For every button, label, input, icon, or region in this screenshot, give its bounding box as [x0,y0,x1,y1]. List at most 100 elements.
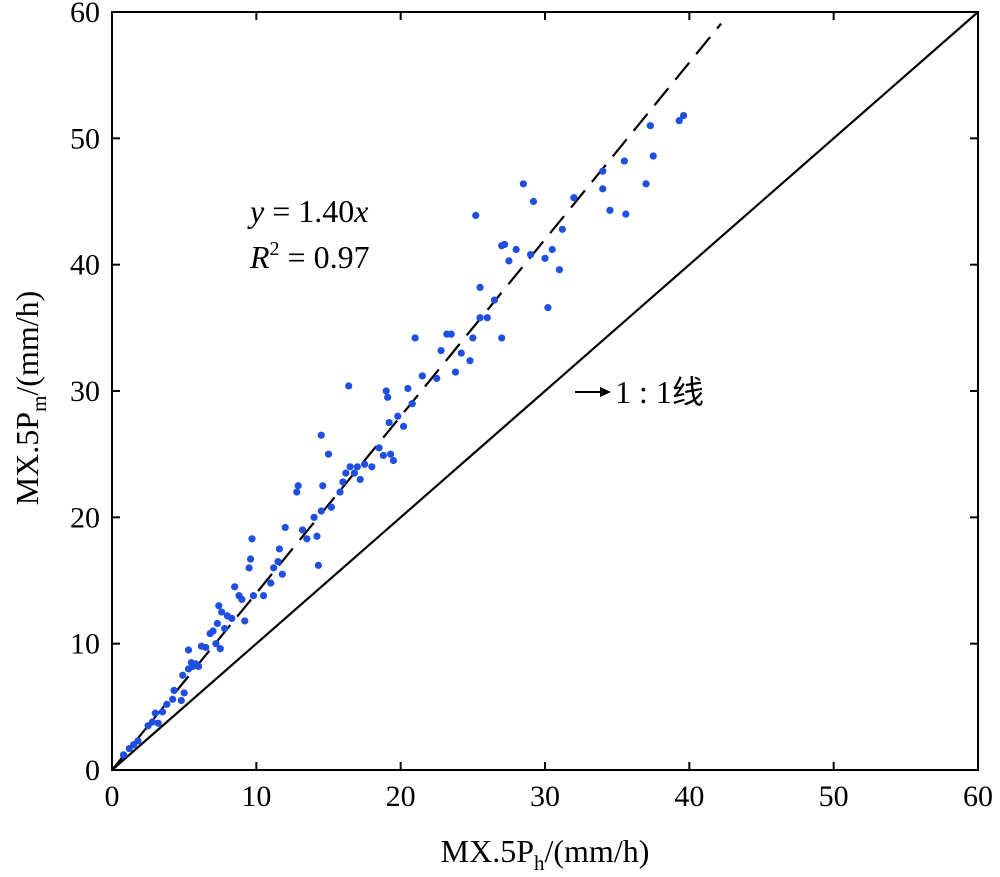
data-point [642,180,650,188]
data-point [384,393,392,401]
data-point [394,412,402,420]
data-point [466,357,474,365]
data-point [179,671,187,679]
data-point [472,211,480,219]
data-point [526,250,535,259]
y-axis-title: MX.5Pm/(mm/h) [9,291,51,506]
data-point [408,400,416,408]
data-point [679,111,688,120]
data-point [469,334,477,342]
data-point [339,478,347,486]
fit-equation: y = 1.40x [247,193,368,229]
fit-line [111,22,722,771]
data-point [317,431,325,439]
data-point [505,257,513,265]
data-point [220,624,229,633]
data-point [151,709,159,717]
data-point [599,185,607,193]
data-point [346,463,354,471]
data-point [215,602,223,610]
data-point [245,564,253,572]
data-point [555,266,564,274]
y-title-main: MX.5P [9,412,45,505]
y-tick-label: 10 [70,628,100,661]
data-point [476,283,484,292]
data-point [606,206,614,214]
data-point [342,469,350,477]
data-point [310,513,318,521]
data-point [248,535,256,543]
data-point [451,368,460,376]
data-point [345,382,353,390]
equation-body: = 1.40 [264,193,354,229]
data-point [500,240,509,249]
data-point [154,719,162,727]
x-tick-label: 30 [530,780,560,813]
data-point [599,167,607,175]
data-point [163,700,171,708]
data-point [209,627,217,635]
data-point [382,387,390,395]
x-tick-label: 10 [241,780,271,813]
data-point [303,535,311,543]
data-point [490,296,499,304]
data-points [119,111,688,759]
one-to-one-label: 1 : 1线 [615,374,704,410]
reference-lines [111,11,979,771]
data-point [385,418,393,427]
data-point [169,695,177,703]
data-point [213,619,221,628]
data-point [275,545,284,553]
data-point [218,608,226,616]
data-point [246,555,255,563]
data-point [293,488,301,496]
identity-line [111,11,979,771]
data-point [298,526,307,534]
data-point [433,374,441,382]
data-point [399,422,408,430]
data-point [360,460,369,468]
x-title-suffix: /(mm/h) [544,833,649,869]
x-tick-label: 60 [963,780,993,813]
data-point [170,686,178,695]
data-point [379,451,387,460]
data-point [249,592,258,600]
y-tick-label: 30 [70,375,100,408]
data-point [267,579,275,587]
data-point [202,643,210,652]
data-point [324,450,333,458]
y-tick-label: 60 [70,0,100,29]
data-point [483,314,491,322]
equation-var-y: y [247,193,265,229]
data-point [294,482,302,490]
r2-value: = 0.97 [280,239,370,275]
data-point [512,245,520,254]
data-point [314,561,322,569]
data-point [231,583,239,591]
data-point [570,194,578,202]
data-point [646,122,654,130]
data-point [241,617,249,625]
x-tick-label: 50 [819,780,849,813]
data-point [675,117,683,125]
data-point [350,469,359,477]
data-point [327,503,335,511]
x-title-sub: h [534,851,545,875]
y-title-suffix: /(mm/h) [9,291,45,396]
y-tick-label: 50 [70,122,100,155]
data-point [336,488,344,496]
axis-ticks: 0 10 20 30 40 50 60 0 10 20 30 40 50 60 [70,0,993,813]
data-point [356,475,364,484]
data-point [541,254,549,262]
data-point [216,645,224,653]
data-point [134,737,142,745]
data-point [278,570,286,578]
equation-var-x: x [353,193,368,229]
data-point [529,197,538,206]
data-point [418,372,426,380]
data-point [368,463,376,471]
data-point [411,334,419,342]
data-point [281,523,289,532]
data-point [404,384,412,393]
data-point [270,564,278,572]
